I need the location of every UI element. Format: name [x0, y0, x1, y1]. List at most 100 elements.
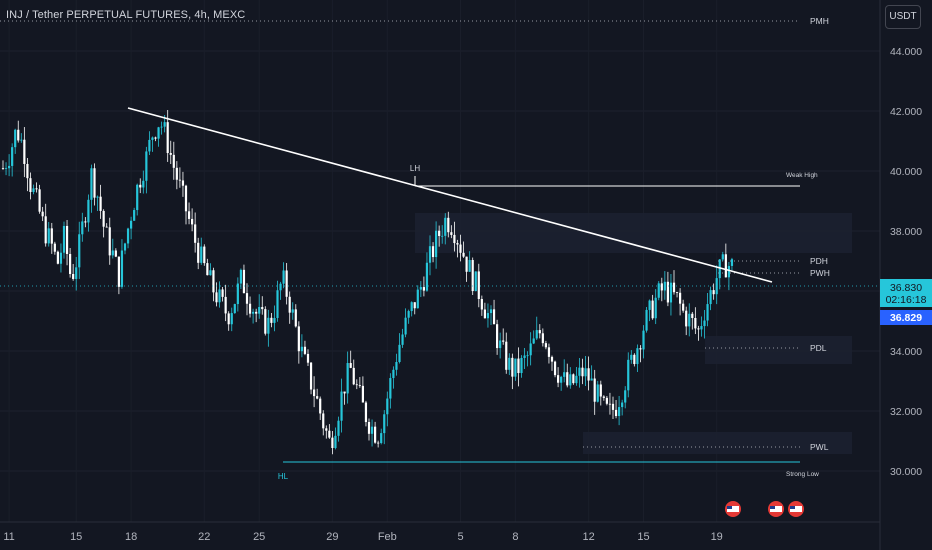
swing-label: LH — [410, 164, 420, 173]
candle — [709, 286, 712, 311]
candle — [599, 380, 602, 406]
candle — [136, 183, 139, 216]
candle — [517, 347, 520, 387]
candle — [133, 207, 136, 221]
candle — [50, 222, 53, 254]
candle — [422, 276, 425, 297]
candle — [675, 291, 679, 298]
descending-trendline[interactable] — [127, 107, 773, 283]
candle — [65, 220, 69, 266]
candle — [441, 225, 444, 244]
candle — [611, 396, 615, 420]
candle — [627, 352, 630, 398]
candle — [526, 351, 529, 367]
candle — [4, 162, 8, 176]
candle — [59, 243, 63, 273]
candle — [154, 136, 157, 142]
x-tick-label: 8 — [512, 531, 518, 543]
candle — [111, 238, 114, 259]
candle — [181, 171, 185, 197]
candle — [72, 263, 75, 281]
candle — [178, 167, 181, 188]
candle — [428, 235, 432, 276]
candle — [712, 283, 715, 300]
candle — [685, 306, 688, 336]
candle — [645, 307, 648, 333]
us-flag-event-icon[interactable] — [768, 501, 784, 517]
candle — [511, 353, 514, 390]
candle — [727, 262, 730, 291]
candle — [130, 216, 133, 240]
candle — [252, 308, 255, 324]
us-flag-event-icon[interactable] — [788, 501, 804, 517]
last-price-label: 36.830 02:16:18 — [880, 279, 932, 307]
zone-pdl — [705, 336, 852, 364]
candle — [145, 146, 148, 194]
candle — [245, 283, 249, 316]
us-flag-event-icon[interactable] — [725, 501, 741, 517]
candle — [334, 427, 337, 450]
candle — [462, 241, 465, 258]
candle — [520, 355, 523, 378]
candle — [544, 340, 547, 350]
candle — [431, 242, 435, 263]
candle — [288, 291, 291, 324]
y-tick-label: 42.000 — [890, 106, 922, 118]
candle — [114, 248, 117, 258]
candle — [322, 410, 325, 436]
candle — [139, 178, 142, 194]
time-axis[interactable]: 11 15 18 22 25 29 Feb 5 8 12 15 19 — [0, 521, 880, 543]
candle — [453, 221, 456, 252]
candle — [578, 358, 581, 388]
candle — [87, 194, 90, 232]
candle — [340, 378, 343, 433]
candle — [123, 242, 127, 255]
candle — [633, 353, 636, 367]
candle — [602, 395, 605, 401]
candle — [569, 367, 572, 389]
candle — [261, 296, 264, 315]
candle — [468, 251, 471, 272]
candle — [380, 428, 383, 445]
candle — [489, 305, 493, 325]
supply-demand-zones — [415, 213, 852, 454]
y-tick-label: 40.000 — [890, 166, 922, 178]
chart-title: INJ / Tether PERPETUAL FUTURES, 4h, MEXC — [6, 9, 246, 21]
x-tick-label: 11 — [3, 531, 14, 543]
candle — [267, 309, 270, 347]
candle — [618, 396, 621, 426]
price-scale[interactable]: 44.00042.00040.00038.00036.00034.00032.0… — [879, 0, 932, 550]
candle — [614, 400, 618, 419]
candle — [682, 299, 685, 313]
candle — [386, 391, 389, 427]
currency-button[interactable]: USDT — [885, 5, 921, 29]
candle — [175, 161, 178, 190]
candle — [514, 358, 517, 381]
level-label: PDH — [810, 256, 828, 266]
economic-event-icons[interactable] — [725, 501, 804, 517]
candle — [319, 396, 322, 420]
candle — [294, 304, 297, 328]
candle — [486, 303, 490, 328]
candle — [184, 184, 188, 225]
candle — [84, 217, 87, 228]
candle — [203, 244, 206, 266]
candle — [282, 262, 285, 289]
candle — [471, 257, 474, 296]
candle — [496, 319, 499, 355]
candle — [703, 310, 706, 339]
candle — [450, 225, 453, 239]
candle — [718, 259, 721, 290]
candle — [657, 281, 660, 301]
candle — [691, 311, 694, 330]
candle — [435, 221, 438, 269]
candle — [370, 419, 374, 447]
candle — [151, 136, 154, 152]
level-label: Strong Low — [786, 471, 819, 478]
candle — [248, 296, 252, 318]
candle — [120, 239, 124, 289]
level-label: PWL — [810, 442, 829, 452]
swing-labels: LH HL — [278, 164, 420, 481]
candle — [706, 292, 709, 327]
